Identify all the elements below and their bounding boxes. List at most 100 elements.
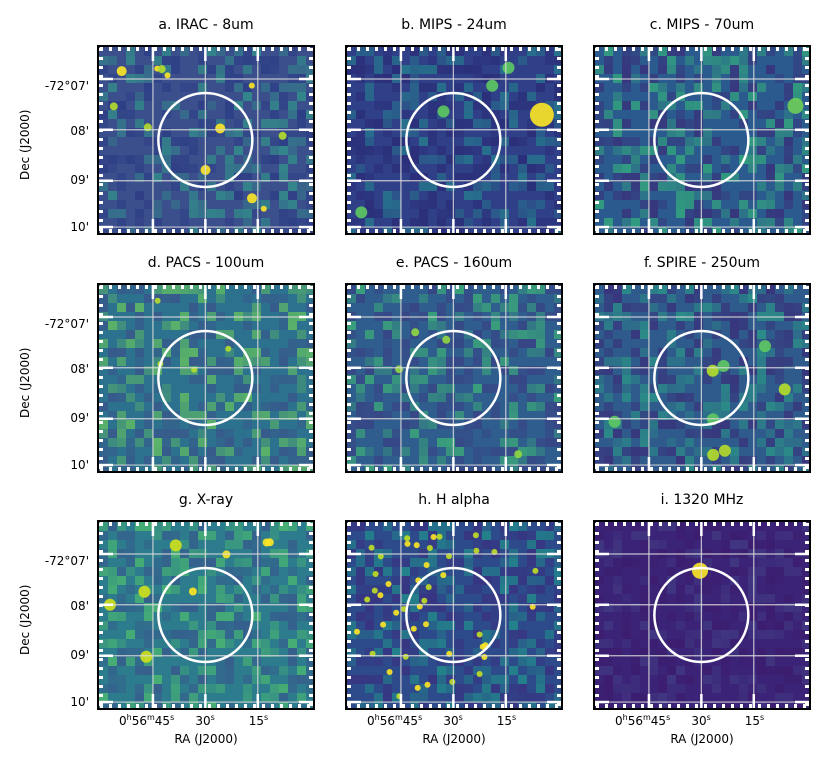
pixel-noise	[721, 384, 730, 393]
pixel-noise	[180, 630, 189, 639]
pixel-noise	[518, 702, 527, 708]
pixel-noise	[482, 684, 491, 693]
pixel-noise	[144, 47, 153, 56]
pixel-noise	[198, 684, 207, 693]
pixel-noise	[766, 630, 775, 639]
pixel-noise	[793, 447, 802, 456]
pixel-noise	[288, 146, 297, 155]
pixel-noise	[279, 119, 288, 128]
pixel-noise	[712, 621, 721, 630]
pixel-noise	[252, 585, 261, 594]
pixel-noise	[536, 137, 545, 146]
pixel-noise	[509, 603, 518, 612]
pixel-noise	[712, 294, 721, 303]
pixel-noise	[536, 285, 545, 294]
pixel-noise	[739, 357, 748, 366]
pixel-noise	[667, 164, 676, 173]
pixel-noise	[775, 603, 784, 612]
pixel-noise	[518, 522, 527, 531]
pixel-noise	[356, 576, 365, 585]
pixel-noise	[261, 56, 270, 65]
pixel-noise	[99, 429, 108, 438]
pixel-noise	[536, 227, 545, 233]
pixel-noise	[279, 357, 288, 366]
pixel-noise	[554, 348, 561, 357]
pixel-noise	[730, 227, 739, 233]
pixel-noise	[207, 384, 216, 393]
pixel-noise	[721, 56, 730, 65]
pixel-noise	[99, 702, 108, 708]
pixel-noise	[99, 531, 108, 540]
pixel-noise	[216, 576, 225, 585]
pixel-noise	[694, 522, 703, 531]
bright-source	[479, 643, 486, 650]
pixel-noise	[766, 702, 775, 708]
pixel-noise	[649, 384, 658, 393]
pixel-noise	[392, 65, 401, 74]
image-panel	[345, 283, 563, 473]
pixel-noise	[730, 375, 739, 384]
pixel-noise	[297, 173, 306, 182]
pixel-noise	[766, 456, 775, 465]
pixel-noise	[365, 702, 374, 708]
pixel-noise	[739, 648, 748, 657]
pixel-noise	[730, 56, 739, 65]
pixel-noise	[703, 558, 712, 567]
pixel-noise	[374, 702, 383, 708]
pixel-noise	[270, 101, 279, 110]
pixel-noise	[703, 411, 712, 420]
pixel-noise	[685, 465, 694, 471]
pixel-noise	[410, 612, 419, 621]
pixel-noise	[721, 285, 730, 294]
pixel-noise	[99, 567, 108, 576]
bright-source	[157, 65, 166, 74]
pixel-noise	[631, 47, 640, 56]
pixel-noise	[676, 375, 685, 384]
pixel-noise	[117, 675, 126, 684]
pixel-noise	[288, 648, 297, 657]
pixel-noise	[126, 128, 135, 137]
pixel-noise	[252, 558, 261, 567]
pixel-noise	[383, 47, 392, 56]
x-tick-label: 0h56m45s	[367, 713, 422, 728]
pixel-noise	[631, 447, 640, 456]
pixel-noise	[446, 666, 455, 675]
pixel-noise	[189, 702, 198, 708]
pixel-noise	[721, 420, 730, 429]
pixel-noise	[392, 576, 401, 585]
pixel-noise	[446, 702, 455, 708]
bright-source	[154, 297, 161, 304]
pixel-noise	[383, 675, 392, 684]
pixel-noise	[135, 191, 144, 200]
pixel-noise	[631, 693, 640, 702]
pixel-noise	[622, 182, 631, 191]
sky-map	[347, 47, 561, 233]
pixel-noise	[554, 285, 561, 294]
pixel-noise	[365, 119, 374, 128]
pixel-noise	[383, 465, 392, 471]
pixel-noise	[126, 303, 135, 312]
pixel-noise	[545, 648, 554, 657]
pixel-noise	[766, 558, 775, 567]
pixel-noise	[721, 402, 730, 411]
pixel-noise	[356, 128, 365, 137]
pixel-noise	[685, 119, 694, 128]
pixel-noise	[437, 330, 446, 339]
pixel-noise	[464, 137, 473, 146]
pixel-noise	[622, 420, 631, 429]
pixel-noise	[658, 675, 667, 684]
pixel-noise	[108, 684, 117, 693]
pixel-noise	[428, 585, 437, 594]
pixel-noise	[288, 639, 297, 648]
pixel-noise	[721, 101, 730, 110]
pixel-noise	[428, 321, 437, 330]
pixel-noise	[613, 137, 622, 146]
pixel-noise	[108, 209, 117, 218]
pixel-noise	[500, 522, 509, 531]
pixel-noise	[108, 540, 117, 549]
pixel-noise	[545, 429, 554, 438]
pixel-noise	[437, 227, 446, 233]
pixel-noise	[153, 218, 162, 227]
pixel-noise	[712, 101, 721, 110]
pixel-noise	[518, 594, 527, 603]
